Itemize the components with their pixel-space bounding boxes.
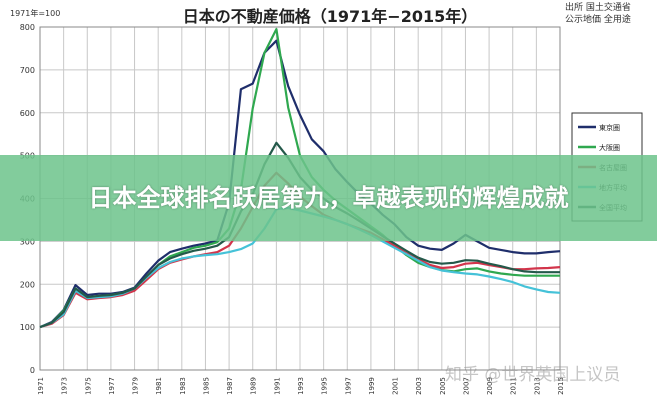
x-tick-label: 2013 [533, 377, 541, 395]
x-tick-label: 1999 [368, 377, 376, 395]
y-tick-label: 0 [30, 366, 35, 375]
headline-banner: 日本全球排名跃居第九，卓越表现的辉煌成就 [0, 155, 657, 241]
x-tick-label: 1975 [84, 377, 92, 395]
x-tick-label: 2015 [557, 377, 565, 395]
y-tick-label: 800 [20, 23, 35, 32]
y-tick-label: 600 [20, 109, 35, 118]
x-tick-label: 1985 [202, 377, 210, 395]
y-tick-label: 100 [20, 323, 35, 332]
x-tick-label: 2001 [392, 377, 400, 395]
index-note: 1971年=100 [10, 8, 60, 18]
x-tick-label: 1995 [321, 377, 329, 395]
watermark: 知乎 @世界英国上议员 [445, 365, 621, 385]
y-tick-label: 700 [20, 66, 35, 75]
x-tick-label: 1981 [155, 377, 163, 395]
source-line-2: 公示地価 全用途 [565, 13, 631, 25]
x-tick-label: 2005 [439, 377, 447, 395]
y-tick-label: 300 [20, 237, 35, 246]
x-tick-label: 1971 [37, 377, 45, 395]
headline-text: 日本全球排名跃居第九，卓越表现的辉煌成就 [88, 184, 569, 212]
x-tick-label: 2009 [486, 377, 494, 395]
source-line-1: 出所 国土交通省 [565, 1, 631, 13]
x-tick-label: 1983 [179, 377, 187, 395]
x-tick-label: 1989 [250, 377, 258, 395]
x-tick-label: 1973 [61, 377, 69, 395]
chart-title: 日本の不動産価格（1971年−2015年） [183, 7, 477, 26]
x-tick-label: 1997 [344, 377, 352, 395]
x-tick-label: 2011 [510, 377, 518, 395]
y-tick-label: 200 [20, 280, 35, 289]
legend-label: 東京圏 [599, 123, 620, 132]
x-tick-label: 2007 [462, 377, 470, 395]
legend-label: 大阪圏 [599, 143, 620, 152]
x-tick-label: 1993 [297, 377, 305, 395]
x-tick-label: 2003 [415, 377, 423, 395]
x-tick-label: 1987 [226, 377, 234, 395]
x-tick-label: 1979 [132, 377, 140, 395]
x-tick-label: 1977 [108, 377, 116, 395]
x-tick-label: 1991 [273, 377, 281, 395]
